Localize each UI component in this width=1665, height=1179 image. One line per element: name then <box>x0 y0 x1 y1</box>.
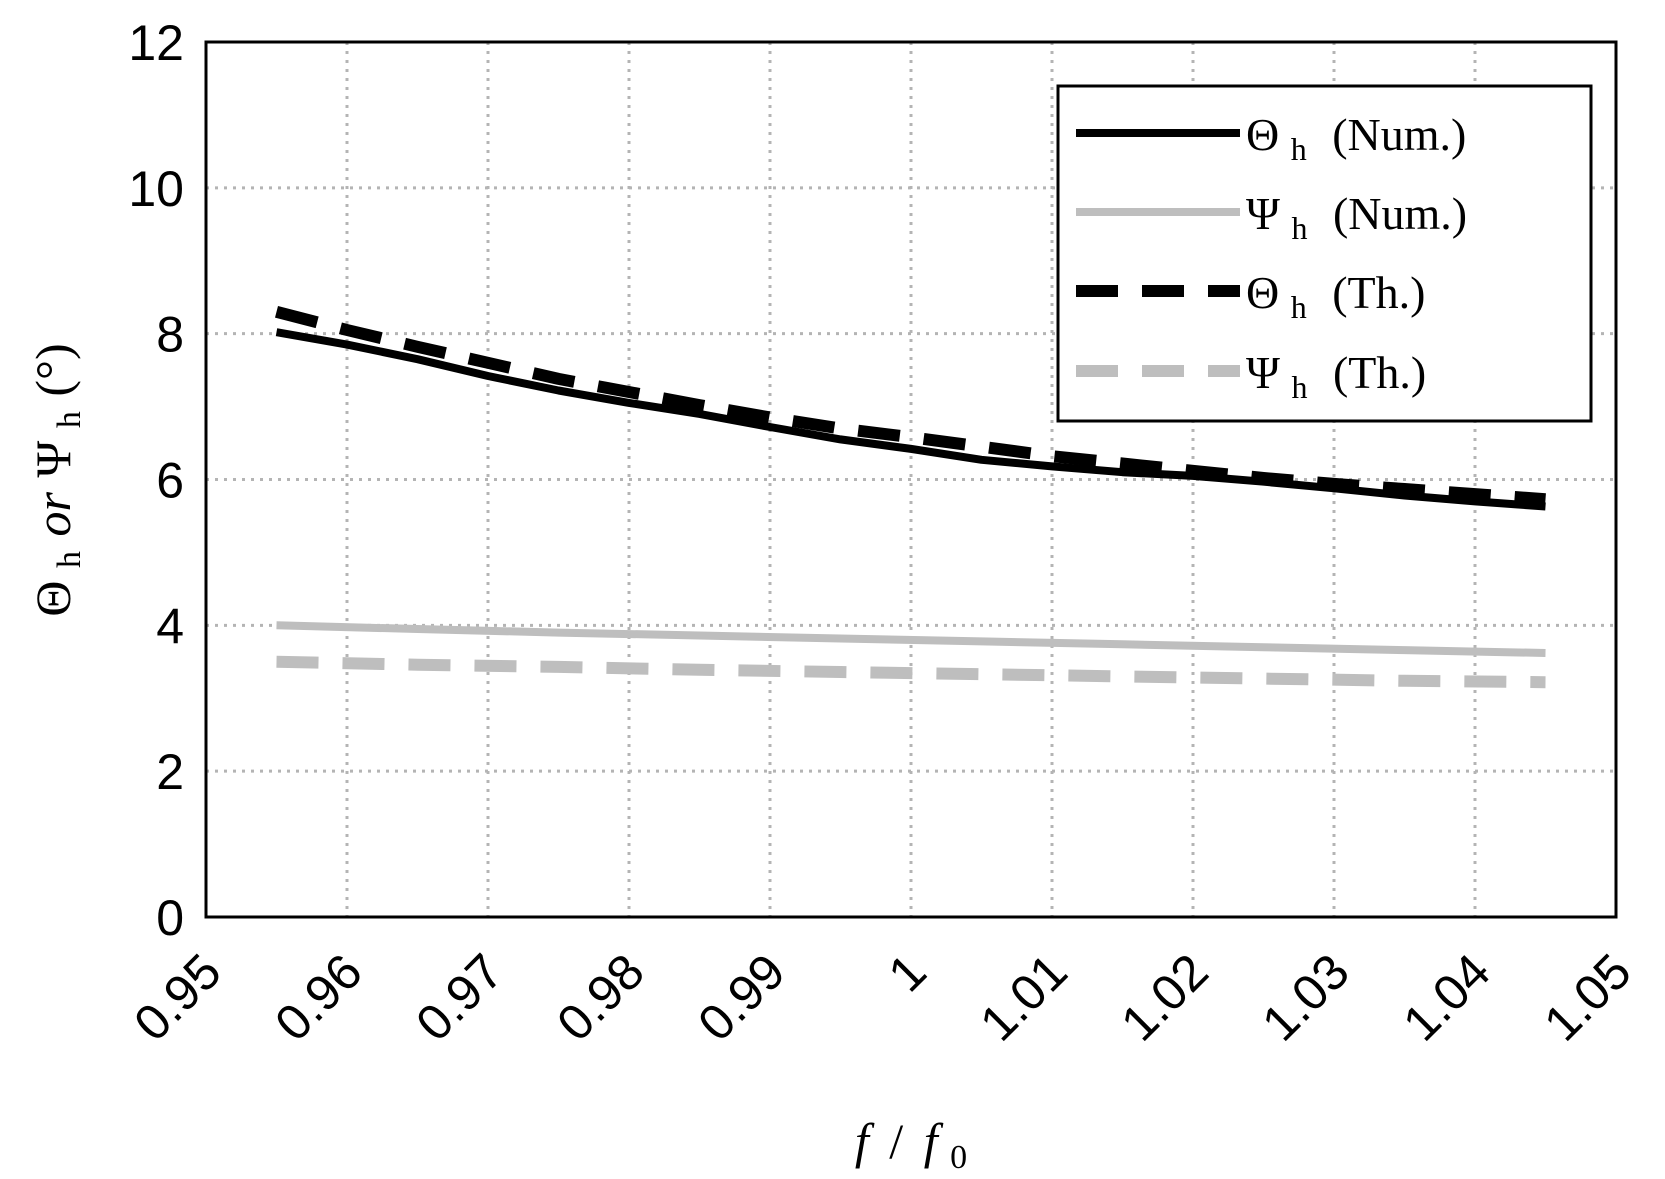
legend-item-psi-num: Ψ h (Num.) <box>1076 188 1467 249</box>
y-tick-label: 6 <box>156 453 184 509</box>
series-layer <box>275 305 1546 689</box>
y-tick-label: 0 <box>156 890 184 946</box>
x-axis-title-f0-sub: 0 <box>950 1139 967 1176</box>
x-axis-title-slash: / <box>889 1113 903 1169</box>
series-line-theta-th <box>275 305 1546 506</box>
y-axis-title-theta-sub: h <box>51 551 88 568</box>
y-axis-title-psi-sub: h <box>51 411 88 428</box>
legend-item-psi-th: Ψ h (Th.) <box>1076 347 1426 408</box>
y-tick-label: 2 <box>156 744 184 800</box>
y-tick-label: 10 <box>128 161 184 217</box>
legend-item-theta-th: Θ h (Th.) <box>1076 267 1425 328</box>
legend-label-theta-num: Θ h (Num.) <box>1246 109 1466 170</box>
x-axis-title: f / f 0 <box>855 1113 967 1176</box>
y-axis-title-or: or <box>25 492 81 537</box>
series-line-psi-th <box>276 655 1546 689</box>
y-axis-title-theta: Θ <box>25 581 81 617</box>
legend-item-theta-num: Θ h (Num.) <box>1076 109 1466 170</box>
y-tick-label: 12 <box>128 15 184 71</box>
x-axis-title-f: f <box>855 1113 875 1169</box>
legend-label-psi-th: Ψ h (Th.) <box>1246 347 1426 408</box>
y-tick-label: 4 <box>156 598 184 654</box>
legend-label-theta-th: Θ h (Th.) <box>1246 267 1425 328</box>
y-tick-labels: 0 2 4 6 8 10 12 <box>128 15 184 946</box>
legend: Θ h (Num.) Ψ h (Num.) Θ h (Th.) <box>1056 84 1593 423</box>
x-axis-title-f0-base: f <box>924 1113 944 1169</box>
series-line-psi-num <box>276 621 1546 657</box>
y-axis-title: Θ h or Ψ h (°) <box>25 343 91 616</box>
y-axis-title-unit: (°) <box>25 343 81 396</box>
plot-frame <box>204 40 1618 919</box>
y-axis-title-psi: Ψ <box>25 441 81 478</box>
legend-label-psi-num: Ψ h (Num.) <box>1246 188 1467 249</box>
y-tick-label: 8 <box>156 307 184 363</box>
